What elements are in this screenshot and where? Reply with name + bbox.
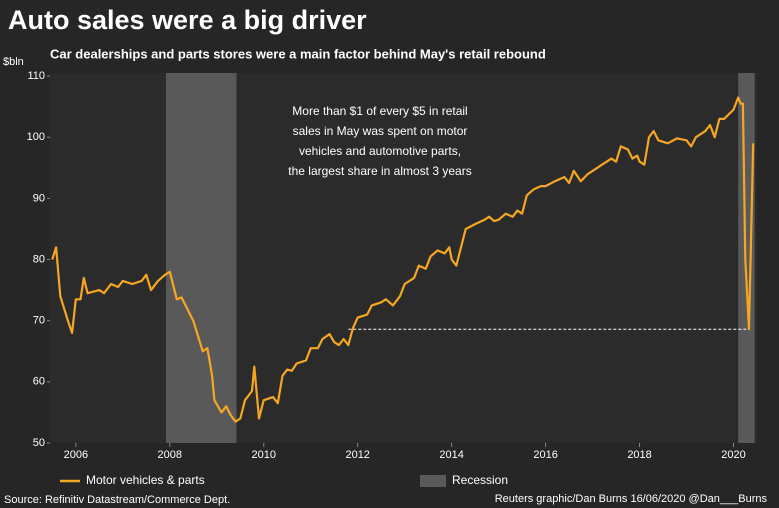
x-tick-label: 2020: [721, 449, 745, 461]
annotation: More than $1 of every $5 in retail: [292, 104, 467, 118]
annotation: the largest share in almost 3 years: [288, 164, 471, 178]
legend-label: Recession: [452, 473, 508, 487]
y-tick-label: 90: [33, 192, 45, 204]
y-tick-label: 100: [27, 131, 45, 143]
legend-swatch: [420, 475, 446, 487]
recession-band: [738, 73, 755, 443]
x-tick-label: 2006: [64, 449, 88, 461]
y-tick-label: 50: [33, 437, 45, 449]
y-tick-label: 70: [33, 315, 45, 327]
x-tick-label: 2018: [627, 449, 651, 461]
annotation: sales in May was spent on motor: [293, 124, 468, 138]
y-tick-label: 110: [27, 70, 45, 82]
credit: Reuters graphic/Dan Burns 16/06/2020 @Da…: [495, 493, 768, 505]
x-tick-label: 2016: [533, 449, 557, 461]
x-tick-label: 2014: [439, 449, 463, 461]
annotation: vehicles and automotive parts,: [299, 144, 461, 158]
y-tick-label: 60: [33, 376, 45, 388]
recession-band: [166, 73, 237, 443]
chart-subtitle: Car dealerships and parts stores were a …: [50, 46, 546, 61]
legend-label: Motor vehicles & parts: [86, 473, 205, 487]
y-tick-label: 80: [33, 253, 45, 265]
x-tick-label: 2012: [345, 449, 369, 461]
x-tick-label: 2010: [252, 449, 276, 461]
chart-title: Auto sales were a big driver: [8, 5, 367, 35]
data-line: [51, 96, 755, 423]
y-axis-label: $bln: [3, 56, 24, 68]
x-tick-label: 2008: [158, 449, 182, 461]
source: Source: Refinitiv Datastream/Commerce De…: [4, 494, 230, 506]
